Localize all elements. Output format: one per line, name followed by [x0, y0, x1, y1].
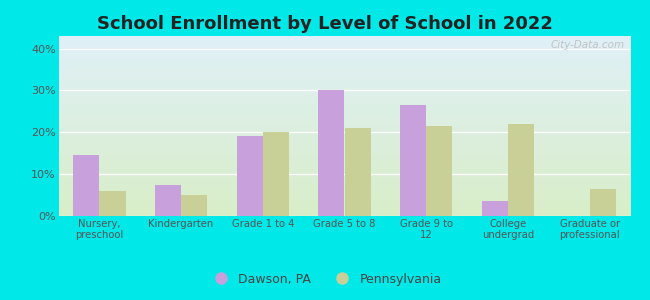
Bar [263, 132, 289, 216]
Text: School Enrollment by Level of School in 2022: School Enrollment by Level of School in … [97, 15, 553, 33]
Bar [344, 128, 370, 216]
Bar [426, 126, 452, 216]
Bar [318, 90, 344, 216]
Bar [73, 155, 99, 216]
Bar [508, 124, 534, 216]
Bar [590, 189, 616, 216]
Bar [400, 105, 426, 216]
Bar [155, 184, 181, 216]
Bar [99, 191, 125, 216]
Legend: Dawson, PA, Pennsylvania: Dawson, PA, Pennsylvania [203, 268, 447, 291]
Text: City-Data.com: City-Data.com [551, 40, 625, 50]
Bar [181, 195, 207, 216]
Bar [482, 201, 508, 216]
Bar [237, 136, 263, 216]
